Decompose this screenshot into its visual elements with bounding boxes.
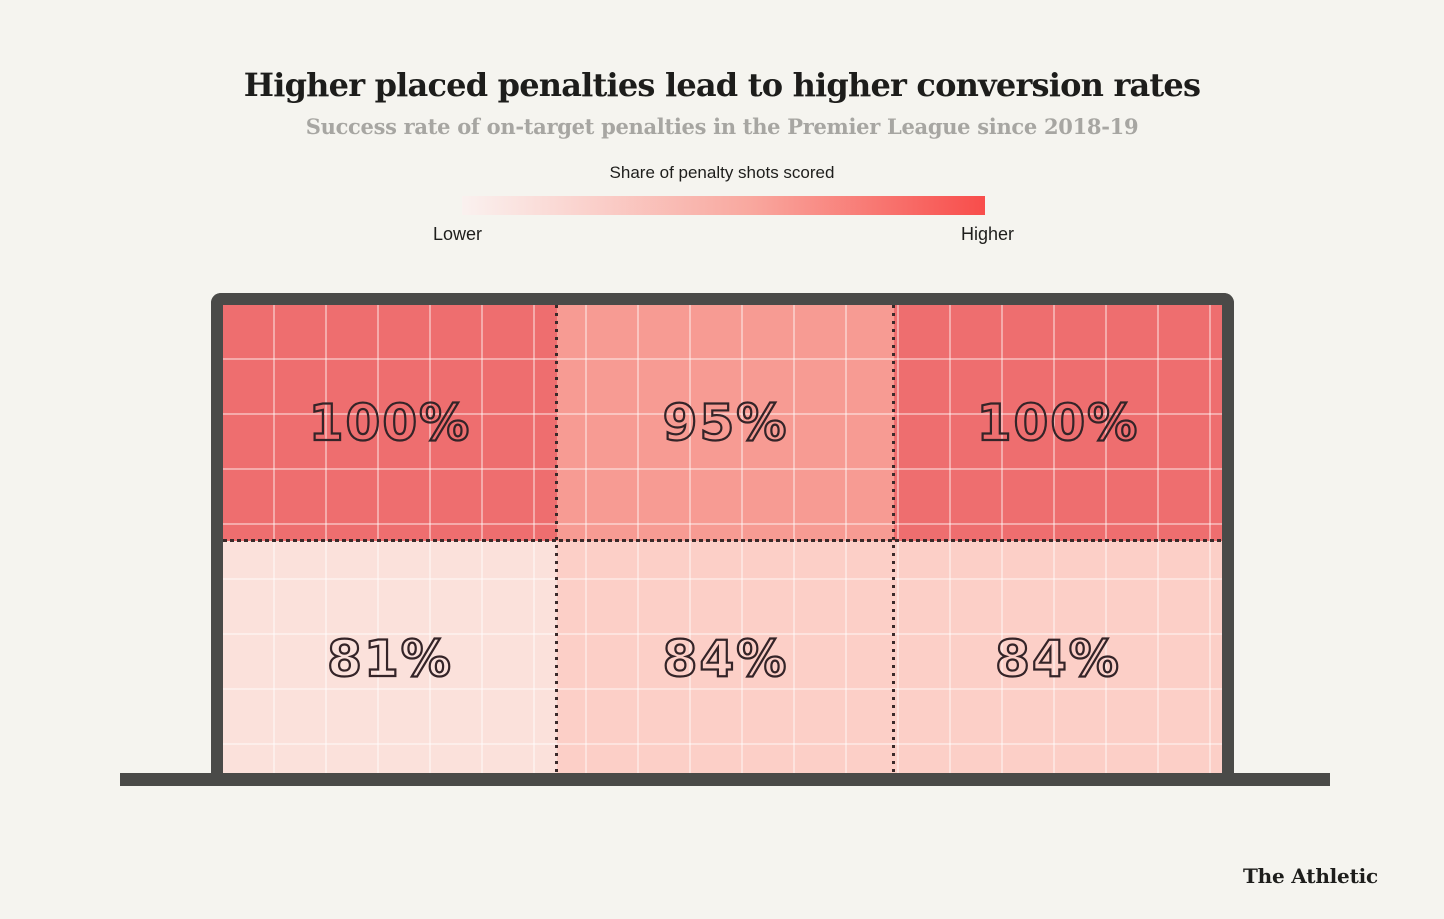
legend-title: Share of penalty shots scored	[609, 163, 835, 182]
cell-value: 100%	[308, 393, 472, 453]
heatmap-grid: 100% 95% 100% 81% 84% 84%	[223, 305, 1222, 777]
legend-low-label: Lower	[433, 224, 483, 244]
goal-frame: 100% 95% 100% 81% 84% 84%	[211, 293, 1234, 785]
cell-value: 84%	[662, 629, 789, 689]
heatmap-cell-top-right: 100%	[894, 305, 1222, 541]
heatmap-cell-bottom-right: 84%	[894, 541, 1222, 777]
cell-value: 100%	[976, 393, 1140, 453]
page-subtitle: Success rate of on-target penalties in t…	[305, 114, 1139, 139]
cell-value: 81%	[326, 629, 453, 689]
legend-scale-labels: Lower Higher	[433, 224, 1014, 245]
heatmap-cell-top-left: 100%	[223, 305, 557, 541]
legend-high-label: Higher	[960, 224, 1014, 244]
heatmap-cell-bottom-centre: 84%	[557, 541, 894, 777]
cell-value: 84%	[994, 629, 1121, 689]
brand-logo: The Athletic	[1243, 864, 1378, 888]
cell-value: 95%	[662, 393, 789, 453]
heatmap-cell-top-centre: 95%	[557, 305, 894, 541]
goal-line	[120, 773, 1330, 786]
legend-gradient-bar	[462, 196, 985, 215]
page-title: Higher placed penalties lead to higher c…	[243, 66, 1201, 104]
heatmap-cell-bottom-left: 81%	[223, 541, 557, 777]
